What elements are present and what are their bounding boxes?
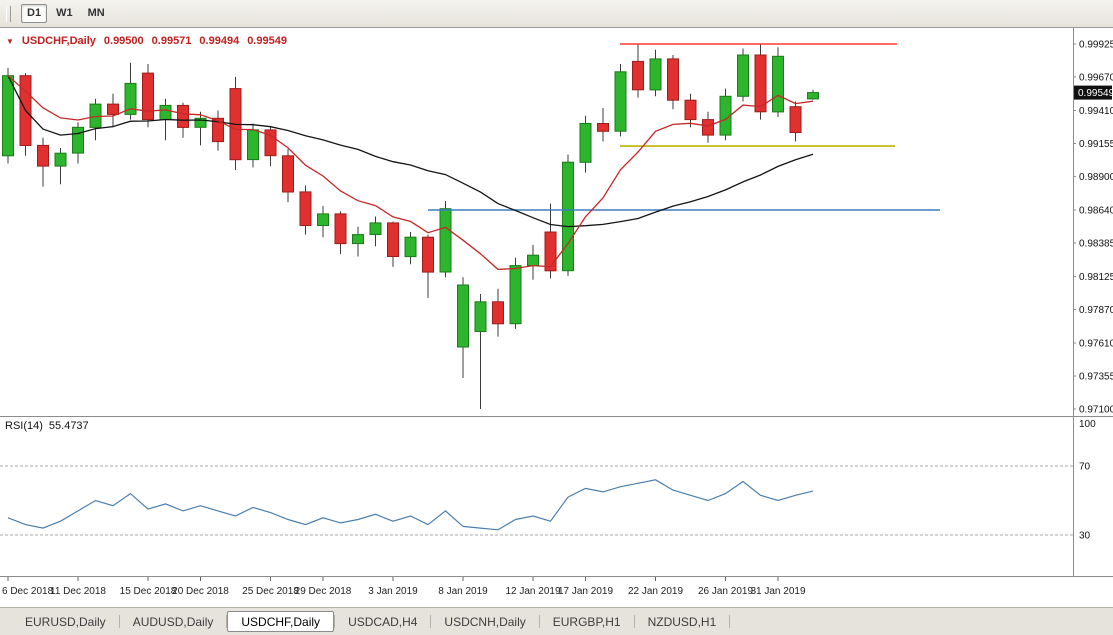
svg-text:0.97100: 0.97100 (1079, 405, 1113, 416)
tab-divider (118, 615, 120, 628)
ohlc-high-value: 0.99571 (151, 35, 192, 47)
tab-usdcad-h4[interactable]: USDCAD,H4 (348, 614, 418, 629)
svg-text:0.98900: 0.98900 (1079, 172, 1113, 183)
timeframe-toolbar: D1 W1 MN (0, 0, 1113, 28)
price-axis[interactable]: 0.99925 0.99670 0.99410 0.99155 0.98900 0.986… (1073, 40, 1113, 416)
svg-text:0.97610: 0.97610 (1079, 339, 1113, 350)
ohlc-close-value: 0.99549 (247, 35, 287, 47)
svg-text:25 Dec 2018: 25 Dec 2018 (242, 586, 299, 597)
svg-text:6 Dec 2018: 6 Dec 2018 (2, 586, 54, 597)
svg-text:0.98385: 0.98385 (1079, 239, 1113, 250)
tab-divider (633, 615, 635, 628)
svg-text:15 Dec 2018: 15 Dec 2018 (120, 586, 177, 597)
tab-eurusd-daily[interactable]: EURUSD,Daily (25, 614, 106, 629)
svg-text:11 Dec 2018: 11 Dec 2018 (50, 586, 106, 597)
svg-text:0.98125: 0.98125 (1079, 272, 1113, 283)
svg-text:0.99549: 0.99549 (1078, 88, 1113, 99)
toolbar-grip-handle[interactable] (6, 5, 11, 22)
chart-tabs-bar: EURUSD,Daily AUDUSD,Daily USDCHF,Daily U… (0, 607, 1113, 635)
rsi-label: RSI(14) 55.4737 (5, 420, 89, 432)
svg-text:12 Jan 2019: 12 Jan 2019 (505, 586, 560, 597)
chart-canvas[interactable]: 0.99925 0.99670 0.99410 0.99155 0.98900 0.986… (0, 28, 1113, 607)
svg-text:8 Jan 2019: 8 Jan 2019 (438, 586, 488, 597)
svg-text:0.98640: 0.98640 (1079, 206, 1113, 217)
chart-panel[interactable]: 0.99925 0.99670 0.99410 0.99155 0.98900 0.986… (0, 28, 1113, 607)
chart-symbol-label: USDCHF,Daily (21, 35, 96, 47)
svg-text:70: 70 (1079, 462, 1091, 473)
svg-text:30: 30 (1079, 531, 1091, 542)
svg-text:0.97870: 0.97870 (1079, 305, 1113, 316)
svg-text:0.99410: 0.99410 (1079, 106, 1113, 117)
svg-text:17 Jan 2019: 17 Jan 2019 (558, 586, 613, 597)
current-price-badge: 0.99549 (1074, 85, 1113, 100)
timeframe-d1-button[interactable]: D1 (21, 4, 48, 23)
ma-slow-line (7, 75, 814, 228)
ma-fast-line (7, 75, 814, 271)
rsi-indicator-name: RSI(14) (5, 420, 43, 432)
symbol-marker-icon: ▼ (6, 36, 14, 46)
svg-text:0.99925: 0.99925 (1079, 40, 1113, 51)
svg-text:0.99670: 0.99670 (1079, 72, 1113, 83)
svg-text:26 Jan 2019: 26 Jan 2019 (698, 586, 753, 597)
svg-text:3 Jan 2019: 3 Jan 2019 (368, 586, 418, 597)
svg-text:31 Jan 2019: 31 Jan 2019 (750, 586, 805, 597)
ohlc-open-value: 0.99500 (103, 35, 144, 47)
tab-divider (538, 615, 540, 628)
tab-divider (729, 615, 731, 628)
timeframe-w1-button[interactable]: W1 (56, 7, 73, 19)
tab-divider (226, 615, 228, 628)
rsi-line (7, 479, 814, 531)
tab-divider (334, 615, 336, 628)
svg-text:100: 100 (1079, 419, 1096, 430)
svg-text:0.97355: 0.97355 (1079, 372, 1113, 383)
svg-text:0.99155: 0.99155 (1079, 139, 1113, 150)
timeframe-mn-button[interactable]: MN (87, 7, 105, 19)
svg-text:29 Dec 2018: 29 Dec 2018 (295, 586, 352, 597)
svg-text:22 Jan 2019: 22 Jan 2019 (628, 586, 683, 597)
ohlc-low-value: 0.99494 (199, 35, 240, 47)
chart-title: ▼ USDCHF,Daily 0.99500 0.99571 0.99494 0… (6, 35, 287, 47)
tab-nzdusd-h1[interactable]: NZDUSD,H1 (647, 614, 717, 629)
tab-divider (430, 615, 432, 628)
svg-text:20 Dec 2018: 20 Dec 2018 (172, 586, 229, 597)
rsi-axis[interactable]: 100 70 30 (1079, 419, 1096, 542)
tab-usdcnh-daily[interactable]: USDCNH,Daily (444, 614, 526, 629)
tab-usdchf-daily[interactable]: USDCHF,Daily (227, 611, 335, 632)
rsi-indicator-value: 55.4737 (48, 420, 89, 432)
tab-eurgbp-h1[interactable]: EURGBP,H1 (552, 614, 621, 629)
tab-audusd-daily[interactable]: AUDUSD,Daily (132, 614, 214, 629)
